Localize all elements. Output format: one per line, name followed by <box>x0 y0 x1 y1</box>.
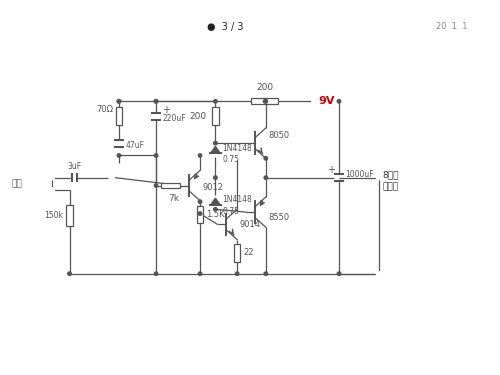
Circle shape <box>154 184 158 187</box>
Polygon shape <box>210 198 220 205</box>
Text: +: + <box>162 105 170 115</box>
Circle shape <box>154 154 158 157</box>
Text: 200: 200 <box>190 112 206 121</box>
Text: 22: 22 <box>244 248 254 257</box>
Circle shape <box>198 200 202 203</box>
Circle shape <box>214 100 217 103</box>
FancyBboxPatch shape <box>116 107 122 125</box>
Text: 1000uF: 1000uF <box>346 170 374 179</box>
Circle shape <box>117 100 120 103</box>
Text: ●  3 / 3: ● 3 / 3 <box>207 22 244 33</box>
Circle shape <box>154 100 158 103</box>
Text: 8550: 8550 <box>268 213 289 222</box>
Text: 70Ω: 70Ω <box>96 105 113 114</box>
Circle shape <box>264 176 268 179</box>
Text: 0.75: 0.75 <box>222 207 240 216</box>
FancyBboxPatch shape <box>197 206 203 224</box>
Circle shape <box>376 272 381 276</box>
Circle shape <box>198 272 202 275</box>
FancyBboxPatch shape <box>162 183 180 189</box>
Text: 1.5K: 1.5K <box>206 210 225 219</box>
Circle shape <box>236 272 239 275</box>
Text: 20  1  1: 20 1 1 <box>436 22 468 32</box>
Circle shape <box>338 272 340 275</box>
Circle shape <box>154 100 158 103</box>
Text: 0.75: 0.75 <box>222 155 240 164</box>
Circle shape <box>154 272 158 275</box>
Circle shape <box>376 176 381 180</box>
Text: 220uF: 220uF <box>162 114 186 123</box>
Text: 7k: 7k <box>168 194 179 203</box>
Circle shape <box>214 141 217 145</box>
Text: 1N4148: 1N4148 <box>222 195 252 204</box>
Circle shape <box>214 207 217 211</box>
Circle shape <box>312 99 317 104</box>
Circle shape <box>264 100 268 103</box>
Text: 200: 200 <box>256 84 274 93</box>
Text: 150k: 150k <box>44 211 64 220</box>
FancyBboxPatch shape <box>251 98 278 105</box>
Circle shape <box>68 272 71 275</box>
Circle shape <box>198 154 202 157</box>
Text: 1N4148: 1N4148 <box>222 144 252 153</box>
Polygon shape <box>210 146 220 153</box>
Circle shape <box>338 100 340 103</box>
Text: 8050: 8050 <box>268 131 289 140</box>
Text: 9012: 9012 <box>202 183 224 192</box>
Circle shape <box>264 157 268 160</box>
Text: 9014: 9014 <box>240 220 260 229</box>
Text: 扬声器: 扬声器 <box>382 182 398 191</box>
Circle shape <box>117 154 120 157</box>
Text: 输入: 输入 <box>12 180 22 189</box>
Circle shape <box>50 188 54 192</box>
Circle shape <box>50 176 54 180</box>
FancyBboxPatch shape <box>234 244 240 262</box>
Text: +: + <box>327 165 335 175</box>
FancyBboxPatch shape <box>66 205 72 226</box>
Text: 8欧姆: 8欧姆 <box>382 171 399 180</box>
Text: 47uF: 47uF <box>126 141 144 150</box>
Text: 3uF: 3uF <box>68 162 82 171</box>
FancyBboxPatch shape <box>212 107 218 125</box>
Circle shape <box>198 212 202 215</box>
Circle shape <box>264 100 267 103</box>
Circle shape <box>214 176 217 179</box>
Text: 9V: 9V <box>318 96 334 106</box>
Circle shape <box>117 100 120 103</box>
Circle shape <box>264 272 268 275</box>
